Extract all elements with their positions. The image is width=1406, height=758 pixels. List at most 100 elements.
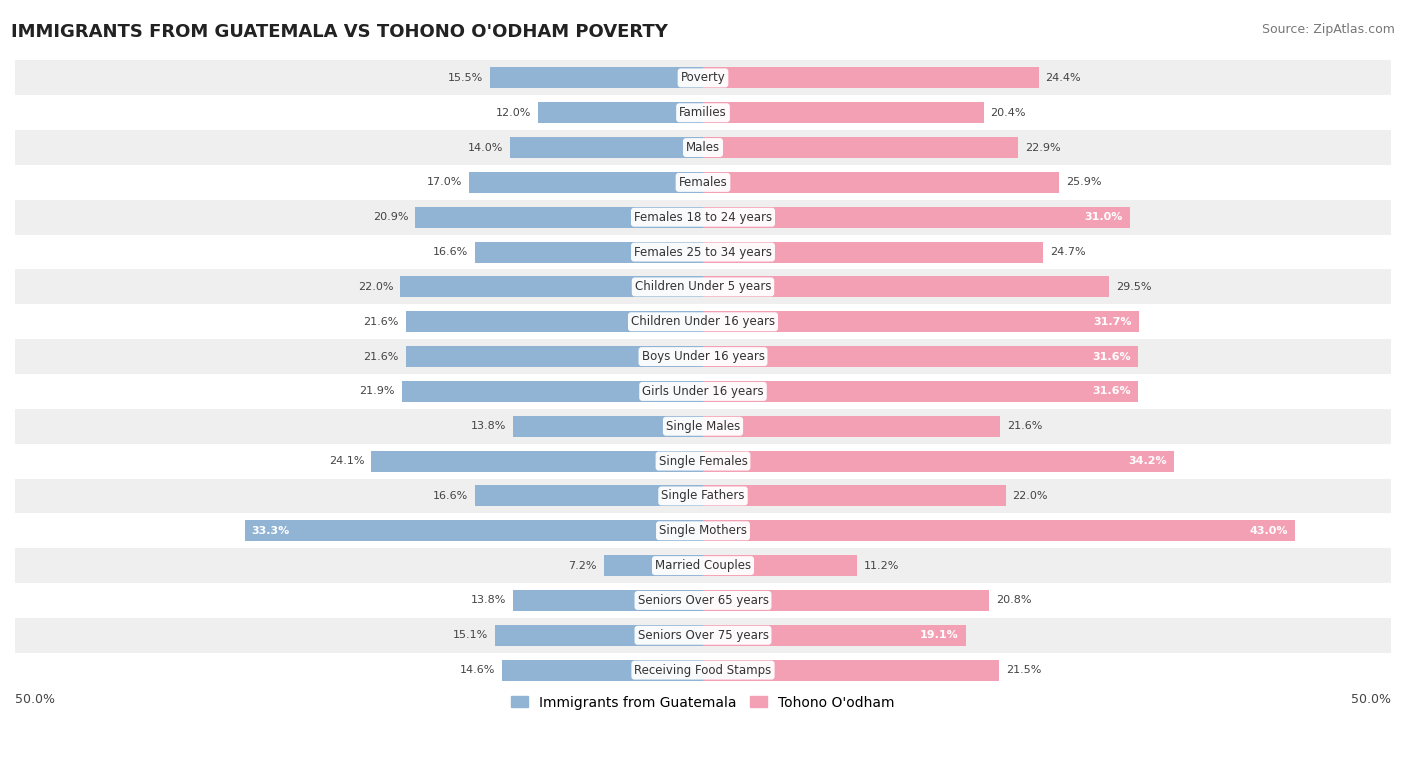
Text: 22.0%: 22.0% — [1012, 491, 1047, 501]
Text: Seniors Over 65 years: Seniors Over 65 years — [637, 594, 769, 607]
Text: 16.6%: 16.6% — [433, 247, 468, 257]
Text: 16.6%: 16.6% — [433, 491, 468, 501]
Text: Girls Under 16 years: Girls Under 16 years — [643, 385, 763, 398]
Text: Single Females: Single Females — [658, 455, 748, 468]
Bar — [703, 625, 966, 646]
Text: Single Mothers: Single Mothers — [659, 525, 747, 537]
Bar — [475, 242, 703, 262]
Text: Males: Males — [686, 141, 720, 154]
Text: Females: Females — [679, 176, 727, 189]
Bar — [15, 235, 1391, 270]
Bar — [703, 451, 1174, 471]
Bar — [475, 485, 703, 506]
Text: 14.0%: 14.0% — [468, 143, 503, 152]
Text: Receiving Food Stamps: Receiving Food Stamps — [634, 663, 772, 677]
Bar — [703, 416, 1000, 437]
Bar — [15, 478, 1391, 513]
Text: 7.2%: 7.2% — [568, 561, 598, 571]
Text: 31.6%: 31.6% — [1092, 352, 1130, 362]
Bar — [15, 304, 1391, 339]
Bar — [703, 172, 1059, 193]
Text: 19.1%: 19.1% — [920, 630, 959, 641]
Bar — [703, 555, 858, 576]
Text: Source: ZipAtlas.com: Source: ZipAtlas.com — [1261, 23, 1395, 36]
Text: Families: Families — [679, 106, 727, 119]
Text: 50.0%: 50.0% — [1351, 694, 1391, 706]
Legend: Immigrants from Guatemala, Tohono O'odham: Immigrants from Guatemala, Tohono O'odha… — [506, 690, 900, 715]
Bar — [703, 102, 984, 124]
Text: 13.8%: 13.8% — [471, 596, 506, 606]
Text: Married Couples: Married Couples — [655, 559, 751, 572]
Bar — [495, 625, 703, 646]
Text: Females 25 to 34 years: Females 25 to 34 years — [634, 246, 772, 258]
Bar — [15, 548, 1391, 583]
Bar — [502, 659, 703, 681]
Text: 31.6%: 31.6% — [1092, 387, 1130, 396]
Bar — [703, 137, 1018, 158]
Text: 24.1%: 24.1% — [329, 456, 364, 466]
Bar — [703, 659, 998, 681]
Bar — [15, 374, 1391, 409]
Bar — [703, 346, 1137, 367]
Bar — [15, 165, 1391, 200]
Bar — [15, 270, 1391, 304]
Text: 15.1%: 15.1% — [453, 630, 488, 641]
Text: 13.8%: 13.8% — [471, 421, 506, 431]
Text: 34.2%: 34.2% — [1128, 456, 1167, 466]
Bar — [703, 381, 1137, 402]
Text: 33.3%: 33.3% — [252, 526, 290, 536]
Text: 31.0%: 31.0% — [1084, 212, 1122, 222]
Bar — [703, 520, 1295, 541]
Bar — [15, 130, 1391, 165]
Text: Single Males: Single Males — [666, 420, 740, 433]
Bar — [703, 67, 1039, 89]
Bar — [605, 555, 703, 576]
Bar — [406, 312, 703, 332]
Bar — [15, 61, 1391, 96]
Text: IMMIGRANTS FROM GUATEMALA VS TOHONO O'ODHAM POVERTY: IMMIGRANTS FROM GUATEMALA VS TOHONO O'OD… — [11, 23, 668, 41]
Text: 31.7%: 31.7% — [1094, 317, 1132, 327]
Bar — [415, 207, 703, 227]
Bar — [15, 618, 1391, 653]
Text: 22.0%: 22.0% — [359, 282, 394, 292]
Bar — [371, 451, 703, 471]
Text: 21.6%: 21.6% — [364, 352, 399, 362]
Bar — [15, 583, 1391, 618]
Text: 20.8%: 20.8% — [995, 596, 1032, 606]
Bar — [703, 207, 1129, 227]
Text: 14.6%: 14.6% — [460, 665, 495, 675]
Text: Poverty: Poverty — [681, 71, 725, 84]
Text: 25.9%: 25.9% — [1066, 177, 1102, 187]
Bar — [703, 590, 990, 611]
Text: 21.9%: 21.9% — [360, 387, 395, 396]
Bar — [15, 653, 1391, 688]
Bar — [513, 416, 703, 437]
Bar — [15, 409, 1391, 443]
Text: 21.6%: 21.6% — [364, 317, 399, 327]
Bar — [15, 443, 1391, 478]
Text: 22.9%: 22.9% — [1025, 143, 1060, 152]
Bar — [15, 200, 1391, 235]
Bar — [470, 172, 703, 193]
Text: 43.0%: 43.0% — [1250, 526, 1288, 536]
Bar — [703, 277, 1109, 297]
Bar — [15, 96, 1391, 130]
Text: 11.2%: 11.2% — [865, 561, 900, 571]
Text: Females 18 to 24 years: Females 18 to 24 years — [634, 211, 772, 224]
Text: Children Under 5 years: Children Under 5 years — [634, 280, 772, 293]
Bar — [703, 485, 1005, 506]
Bar — [703, 312, 1139, 332]
Bar — [402, 381, 703, 402]
Text: Children Under 16 years: Children Under 16 years — [631, 315, 775, 328]
Text: 21.5%: 21.5% — [1005, 665, 1040, 675]
Text: 50.0%: 50.0% — [15, 694, 55, 706]
Bar — [401, 277, 703, 297]
Text: 15.5%: 15.5% — [447, 73, 482, 83]
Bar — [510, 137, 703, 158]
Text: 17.0%: 17.0% — [427, 177, 463, 187]
Text: Boys Under 16 years: Boys Under 16 years — [641, 350, 765, 363]
Text: 21.6%: 21.6% — [1007, 421, 1042, 431]
Text: 12.0%: 12.0% — [496, 108, 531, 117]
Text: 24.4%: 24.4% — [1046, 73, 1081, 83]
Text: 29.5%: 29.5% — [1116, 282, 1152, 292]
